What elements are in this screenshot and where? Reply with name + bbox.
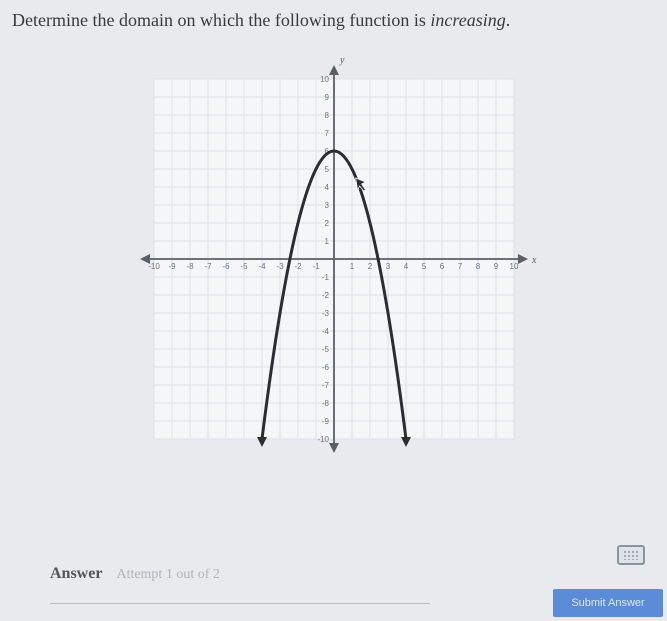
x-tick-label: 1: [349, 262, 354, 271]
question-text: Determine the domain on which the follow…: [12, 10, 655, 31]
x-axis-arrow-right: [518, 254, 528, 264]
question-suffix: .: [506, 10, 511, 30]
y-tick-label: 10: [320, 75, 329, 84]
x-tick-label: -3: [276, 262, 284, 271]
submit-button[interactable]: Submit Answer: [553, 589, 663, 617]
answer-label: Answer: [50, 565, 102, 582]
y-tick-label: 9: [324, 93, 329, 102]
y-tick-label: -3: [321, 309, 329, 318]
parabola-chart: -10-9-8-7-6-5-4-3-2-11234567891012345678…: [124, 49, 544, 469]
y-tick-label: -2: [321, 291, 329, 300]
y-tick-label: 8: [324, 111, 329, 120]
curve-arrow-right: [401, 437, 411, 447]
y-tick-label: -10: [317, 435, 329, 444]
x-tick-label: 2: [367, 262, 372, 271]
y-tick-label: -9: [321, 417, 329, 426]
question-prefix: Determine the domain on which the follow…: [12, 10, 430, 30]
x-tick-label: -4: [258, 262, 266, 271]
question-emphasis: increasing: [430, 10, 505, 30]
attempt-text: Attempt 1 out of 2: [116, 567, 219, 582]
x-tick-label: 3: [385, 262, 390, 271]
y-axis-arrow-up: [329, 65, 339, 75]
x-tick-label: -2: [294, 262, 302, 271]
curve-arrow-left: [257, 437, 267, 447]
y-tick-label: 4: [324, 183, 329, 192]
y-tick-label: 3: [324, 201, 329, 210]
y-tick-label: -7: [321, 381, 329, 390]
keyboard-icon[interactable]: [617, 545, 645, 565]
x-tick-label: -5: [240, 262, 248, 271]
y-tick-label: 5: [324, 165, 329, 174]
answer-input[interactable]: [50, 603, 430, 609]
x-tick-label: -6: [222, 262, 230, 271]
x-tick-label: 4: [403, 262, 408, 271]
y-tick-label: -4: [321, 327, 329, 336]
x-tick-label: -9: [168, 262, 176, 271]
x-tick-label: 5: [421, 262, 426, 271]
y-tick-label: -8: [321, 399, 329, 408]
y-tick-label: 2: [324, 219, 329, 228]
y-tick-label: 1: [324, 237, 329, 246]
chart-container: -10-9-8-7-6-5-4-3-2-11234567891012345678…: [12, 49, 655, 469]
y-axis-label: y: [339, 55, 345, 66]
x-axis-label: x: [531, 255, 537, 266]
x-tick-label: -1: [312, 262, 320, 271]
y-tick-label: -5: [321, 345, 329, 354]
x-tick-label: 6: [439, 262, 444, 271]
submit-button-label: Submit Answer: [571, 597, 644, 609]
x-tick-label: 10: [509, 262, 518, 271]
x-tick-label: -8: [186, 262, 194, 271]
x-tick-label: 9: [493, 262, 498, 271]
y-tick-label: -1: [321, 273, 329, 282]
x-tick-label: 8: [475, 262, 480, 271]
y-tick-label: 7: [324, 129, 329, 138]
page-container: Determine the domain on which the follow…: [0, 0, 667, 621]
x-tick-label: -10: [148, 262, 160, 271]
y-tick-label: -6: [321, 363, 329, 372]
y-axis-arrow-down: [329, 443, 339, 453]
answer-section: Answer Attempt 1 out of 2: [50, 565, 220, 583]
x-tick-label: -7: [204, 262, 212, 271]
x-tick-label: 7: [457, 262, 462, 271]
